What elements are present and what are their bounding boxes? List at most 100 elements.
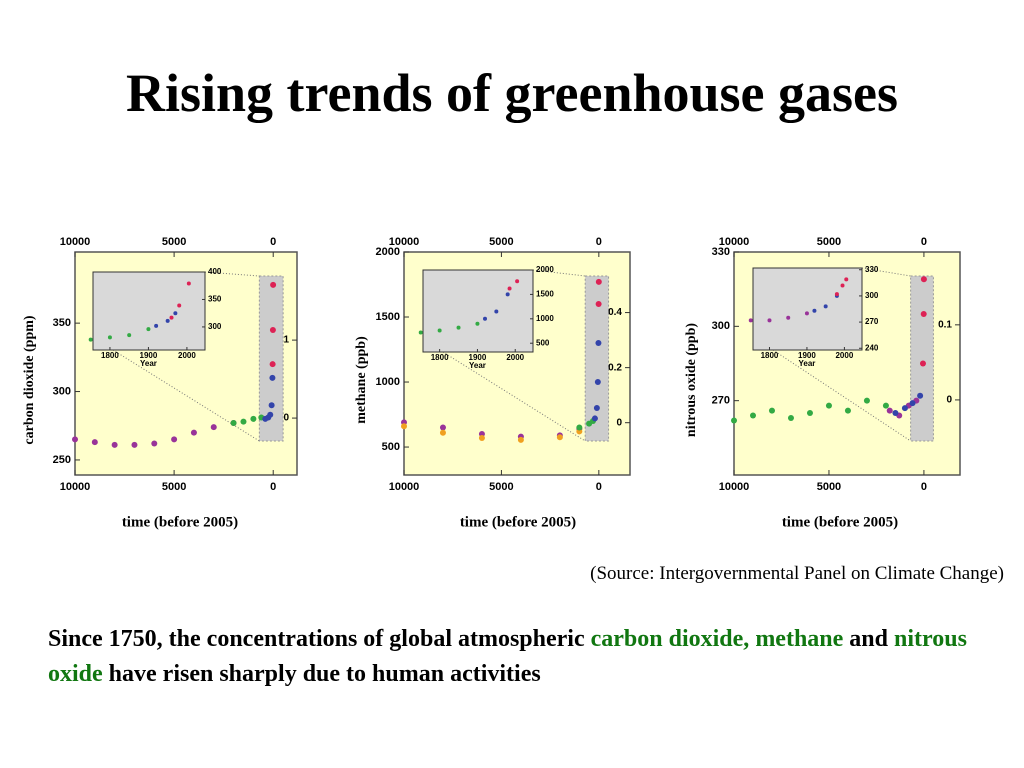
y-tick-label: 1500 <box>376 311 400 323</box>
data-point <box>576 424 583 431</box>
data-point <box>478 434 485 441</box>
caption: Since 1750, the concentrations of global… <box>48 622 988 692</box>
data-point <box>171 436 178 443</box>
data-point <box>190 429 197 436</box>
y-axis-label: methane (ppb) <box>354 336 369 424</box>
x-tick-label: 5000 <box>817 481 841 493</box>
x-tick-label: 0 <box>596 481 602 493</box>
inset-x-tick-label: 1900 <box>798 351 816 360</box>
data-point <box>806 410 813 417</box>
source-note: (Source: Intergovernmental Panel on Clim… <box>590 563 1004 584</box>
inset-x-tick-label: 1800 <box>761 351 779 360</box>
y-tick-label: 2000 <box>376 246 400 258</box>
data-point <box>230 420 237 427</box>
inset-point <box>786 315 791 320</box>
inset-x-tick-label: 1800 <box>101 351 119 360</box>
x-top-tick-label: 10000 <box>389 236 420 248</box>
inset-y-tick-label: 350 <box>208 295 222 304</box>
y-tick-label: 1000 <box>376 376 400 388</box>
data-point <box>250 415 257 422</box>
inset-point <box>834 292 839 297</box>
inset-point <box>107 335 112 340</box>
y-tick-label: 330 <box>712 246 730 258</box>
data-point <box>919 360 926 367</box>
inset-x-label: Year <box>140 359 157 368</box>
inset-point <box>177 303 182 308</box>
inset-y-tick-label: 300 <box>208 322 222 331</box>
y-axis-label: carbon dioxide (ppm) <box>22 315 37 444</box>
x-axis-label: time (before 2005) <box>460 514 576 530</box>
inset-x-tick-label: 2000 <box>506 353 524 362</box>
x-top-tick-label: 10000 <box>60 236 91 248</box>
inset-point <box>169 315 174 320</box>
inset-y-tick-label: 330 <box>865 265 879 274</box>
inset-point <box>840 283 845 288</box>
inset-y-tick-label: 400 <box>208 267 222 276</box>
x-tick-label: 0 <box>270 481 276 493</box>
inset-point <box>748 318 753 323</box>
inset-point <box>804 311 809 316</box>
data-point <box>439 429 446 436</box>
x-top-tick-label: 0 <box>270 236 276 248</box>
data-point <box>595 278 602 285</box>
data-point <box>210 424 217 431</box>
y-tick-label: 500 <box>382 441 400 453</box>
data-point <box>91 439 98 446</box>
data-point <box>151 440 158 447</box>
slide-title: Rising trends of greenhouse gases <box>125 63 899 123</box>
data-point <box>731 417 737 424</box>
y2-tick-label: 1 <box>283 335 289 346</box>
x-tick-label: 10000 <box>719 481 750 493</box>
caption-run: have risen sharply due to human activiti… <box>102 661 541 687</box>
inset-point <box>88 337 93 342</box>
x-tick-label: 10000 <box>60 481 91 493</box>
y-tick-label: 250 <box>53 454 71 466</box>
zoom-line <box>204 271 260 277</box>
inset-point <box>507 286 512 291</box>
inset-y-tick-label: 270 <box>865 317 879 326</box>
data-point <box>844 407 851 414</box>
data-point <box>768 407 775 414</box>
recent-band <box>258 275 284 442</box>
inset-point <box>515 279 520 284</box>
inset-point <box>767 318 772 323</box>
x-top-tick-label: 5000 <box>817 236 841 248</box>
inset-y-tick-label: 240 <box>865 343 879 352</box>
data-point <box>901 405 908 412</box>
x-axis-label: time (before 2005) <box>782 514 898 530</box>
inset-area <box>752 267 863 351</box>
data-point <box>111 441 118 448</box>
caption-run: Since 1750, the concentrations of global… <box>48 626 591 652</box>
data-point <box>863 397 870 404</box>
inset-point <box>823 304 828 309</box>
zoom-line <box>772 349 911 442</box>
caption-run: and <box>843 626 894 652</box>
inset-point <box>482 316 487 321</box>
data-point <box>749 412 756 419</box>
data-point <box>268 402 275 409</box>
data-point <box>269 361 276 368</box>
data-point <box>270 281 277 288</box>
data-point <box>401 423 407 430</box>
x-top-tick-label: 5000 <box>162 236 186 248</box>
data-point <box>825 402 832 409</box>
data-point <box>269 326 276 333</box>
zoom-line <box>442 351 586 442</box>
y2-tick-label: 0 <box>283 413 289 424</box>
inset-y-tick-label: 1500 <box>536 290 554 299</box>
inset-point <box>173 311 178 316</box>
y2-tick-label: 0 <box>616 417 622 428</box>
data-point <box>886 407 893 414</box>
y2-tick-label: 0 <box>946 395 952 406</box>
data-point <box>892 410 899 417</box>
inset-x-label: Year <box>469 361 486 370</box>
y2-tick-label: 0.1 <box>938 319 952 330</box>
inset-x-tick-label: 2000 <box>835 351 853 360</box>
inset-point <box>475 321 480 326</box>
data-point <box>920 276 927 283</box>
inset-x-tick-label: 1800 <box>431 353 449 362</box>
data-point <box>131 441 138 448</box>
x-top-tick-label: 5000 <box>489 236 513 248</box>
data-point <box>909 400 916 407</box>
recent-band <box>910 275 934 442</box>
